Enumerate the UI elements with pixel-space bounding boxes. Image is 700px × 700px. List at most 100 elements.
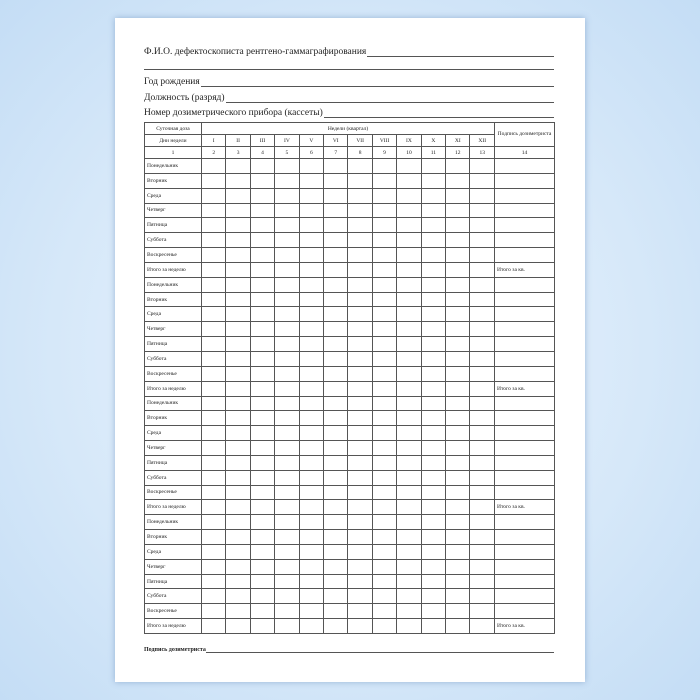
dose-cell[interactable]	[298, 336, 325, 352]
dose-cell[interactable]	[347, 395, 373, 412]
dose-cell[interactable]	[323, 291, 349, 308]
dose-cell[interactable]	[420, 529, 447, 545]
dose-cell[interactable]	[469, 217, 495, 234]
dose-cell[interactable]	[249, 618, 276, 634]
dose-cell[interactable]	[420, 425, 447, 442]
dose-cell[interactable]	[298, 484, 325, 501]
dosimeter-field[interactable]: Номер дозиметрического прибора (кассеты)	[144, 107, 554, 118]
dose-cell[interactable]	[225, 306, 251, 323]
dose-cell[interactable]	[371, 217, 398, 234]
signature-cell[interactable]	[494, 440, 555, 456]
dose-cell[interactable]	[347, 321, 373, 338]
dose-cell[interactable]	[249, 187, 276, 204]
dose-cell[interactable]	[396, 440, 422, 456]
dose-cell[interactable]	[200, 543, 227, 560]
position-field[interactable]: Должность (разряд)	[144, 92, 554, 103]
dose-cell[interactable]	[347, 588, 373, 605]
signature-cell[interactable]	[494, 603, 555, 620]
dose-cell[interactable]	[274, 558, 300, 575]
dose-cell[interactable]	[249, 484, 276, 501]
dose-cell[interactable]	[274, 202, 300, 219]
dose-cell[interactable]	[371, 618, 398, 634]
dose-cell[interactable]	[323, 261, 349, 278]
dose-cell[interactable]	[200, 454, 227, 471]
dose-cell[interactable]	[420, 454, 447, 471]
dose-cell[interactable]	[323, 187, 349, 204]
dose-cell[interactable]	[347, 187, 373, 204]
dose-cell[interactable]	[469, 350, 495, 367]
dose-cell[interactable]	[249, 247, 276, 263]
dose-cell[interactable]	[274, 232, 300, 249]
dose-cell[interactable]	[371, 514, 398, 531]
dose-cell[interactable]	[323, 247, 349, 263]
dose-cell[interactable]	[274, 410, 300, 427]
dose-cell[interactable]	[445, 291, 471, 308]
dose-cell[interactable]	[420, 172, 447, 189]
dose-cell[interactable]	[323, 410, 349, 427]
dose-cell[interactable]	[323, 484, 349, 501]
dose-cell[interactable]	[274, 603, 300, 620]
dose-cell[interactable]	[225, 187, 251, 204]
signature-cell[interactable]	[494, 425, 555, 442]
dose-cell[interactable]	[445, 484, 471, 501]
dose-cell[interactable]	[249, 603, 276, 620]
dose-cell[interactable]	[469, 202, 495, 219]
dose-cell[interactable]	[371, 202, 398, 219]
dose-cell[interactable]	[445, 350, 471, 367]
dose-cell[interactable]	[298, 499, 325, 516]
dose-cell[interactable]	[445, 276, 471, 293]
dose-cell[interactable]	[396, 276, 422, 293]
dose-cell[interactable]	[298, 440, 325, 456]
dose-cell[interactable]	[249, 202, 276, 219]
signature-cell[interactable]: Итого за кв.	[494, 499, 555, 516]
dose-cell[interactable]	[323, 365, 349, 382]
signature-cell[interactable]: Итого за кв.	[494, 380, 555, 397]
dose-cell[interactable]	[469, 440, 495, 456]
dose-cell[interactable]	[298, 247, 325, 263]
dose-cell[interactable]	[371, 395, 398, 412]
dose-cell[interactable]	[323, 558, 349, 575]
dose-cell[interactable]	[371, 603, 398, 620]
dose-cell[interactable]	[469, 603, 495, 620]
dose-cell[interactable]	[200, 558, 227, 575]
dose-cell[interactable]	[396, 217, 422, 234]
dose-cell[interactable]	[298, 603, 325, 620]
dose-cell[interactable]	[274, 350, 300, 367]
dose-cell[interactable]	[323, 276, 349, 293]
dose-cell[interactable]	[469, 261, 495, 278]
dose-cell[interactable]	[347, 247, 373, 263]
dose-cell[interactable]	[249, 543, 276, 560]
dose-cell[interactable]	[225, 291, 251, 308]
signature-cell[interactable]	[494, 202, 555, 219]
dose-cell[interactable]	[420, 558, 447, 575]
dose-cell[interactable]	[274, 499, 300, 516]
dose-cell[interactable]	[371, 588, 398, 605]
dose-cell[interactable]	[200, 440, 227, 456]
dose-cell[interactable]	[469, 172, 495, 189]
dose-cell[interactable]	[225, 514, 251, 531]
dose-cell[interactable]	[396, 321, 422, 338]
dose-cell[interactable]	[371, 291, 398, 308]
dose-cell[interactable]	[445, 395, 471, 412]
signature-cell[interactable]	[494, 514, 555, 531]
dose-cell[interactable]	[225, 440, 251, 456]
dose-cell[interactable]	[249, 336, 276, 352]
dose-cell[interactable]	[225, 454, 251, 471]
dose-cell[interactable]	[225, 158, 251, 174]
signature-cell[interactable]	[494, 529, 555, 545]
dose-cell[interactable]	[347, 336, 373, 352]
dose-cell[interactable]	[396, 202, 422, 219]
dose-cell[interactable]	[249, 350, 276, 367]
dose-cell[interactable]	[323, 514, 349, 531]
dose-cell[interactable]	[274, 306, 300, 323]
dose-cell[interactable]	[274, 247, 300, 263]
fio-continuation-line[interactable]	[144, 69, 554, 70]
dose-cell[interactable]	[469, 618, 495, 634]
dose-cell[interactable]	[371, 529, 398, 545]
dose-cell[interactable]	[298, 202, 325, 219]
dose-cell[interactable]	[347, 306, 373, 323]
dose-cell[interactable]	[347, 276, 373, 293]
dose-cell[interactable]	[347, 603, 373, 620]
dose-cell[interactable]	[371, 365, 398, 382]
dose-cell[interactable]	[371, 484, 398, 501]
